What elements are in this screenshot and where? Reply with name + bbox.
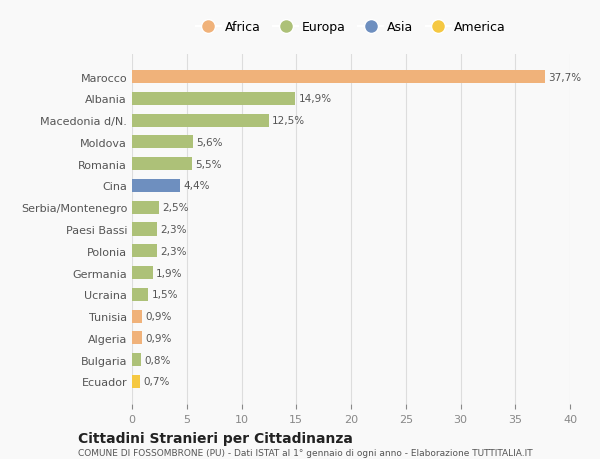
Text: 12,5%: 12,5% xyxy=(272,116,305,126)
Bar xyxy=(132,136,193,149)
Text: 5,6%: 5,6% xyxy=(197,138,223,148)
Text: 2,5%: 2,5% xyxy=(163,203,189,213)
Bar xyxy=(132,71,545,84)
Legend: Africa, Europa, Asia, America: Africa, Europa, Asia, America xyxy=(191,16,511,39)
Text: 4,4%: 4,4% xyxy=(184,181,210,191)
Text: 14,9%: 14,9% xyxy=(298,94,332,104)
Bar xyxy=(132,179,180,193)
Bar xyxy=(132,353,141,366)
Text: 0,8%: 0,8% xyxy=(144,355,170,365)
Text: 1,5%: 1,5% xyxy=(152,290,178,300)
Text: 2,3%: 2,3% xyxy=(160,246,187,256)
Bar xyxy=(132,114,269,128)
Bar xyxy=(132,266,153,280)
Bar xyxy=(132,310,142,323)
Text: 5,5%: 5,5% xyxy=(196,159,222,169)
Bar xyxy=(132,245,157,258)
Bar xyxy=(132,331,142,345)
Text: COMUNE DI FOSSOMBRONE (PU) - Dati ISTAT al 1° gennaio di ogni anno - Elaborazion: COMUNE DI FOSSOMBRONE (PU) - Dati ISTAT … xyxy=(78,448,533,457)
Bar xyxy=(132,201,160,214)
Bar xyxy=(132,93,295,106)
Text: 2,3%: 2,3% xyxy=(160,224,187,235)
Text: 37,7%: 37,7% xyxy=(548,73,581,83)
Text: 0,9%: 0,9% xyxy=(145,333,172,343)
Text: 1,9%: 1,9% xyxy=(156,268,182,278)
Text: 0,7%: 0,7% xyxy=(143,376,169,386)
Bar xyxy=(132,158,192,171)
Text: Cittadini Stranieri per Cittadinanza: Cittadini Stranieri per Cittadinanza xyxy=(78,431,353,445)
Bar xyxy=(132,288,148,301)
Text: 0,9%: 0,9% xyxy=(145,311,172,321)
Bar xyxy=(132,223,157,236)
Bar xyxy=(132,375,140,388)
